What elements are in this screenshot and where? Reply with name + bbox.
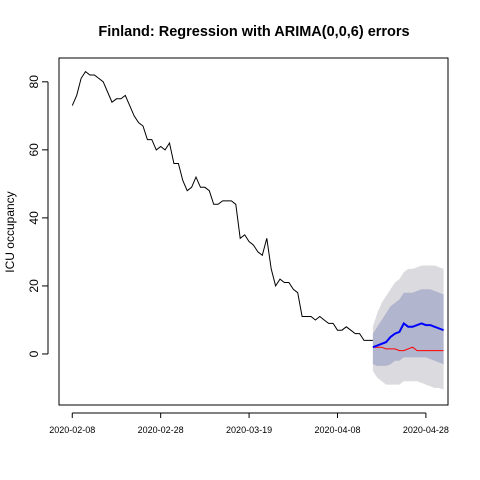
y-tick-label: 80	[27, 75, 41, 89]
y-tick-label: 0	[27, 350, 41, 357]
x-axis: 2020-02-08 2020-02-28 2020-03-19 2020-04-08…	[49, 412, 449, 435]
x-tick-label: 2020-02-28	[138, 425, 184, 435]
x-tick-label: 2020-03-19	[226, 425, 272, 435]
plot-area	[58, 57, 449, 406]
y-axis: 0 20 40 60 80	[27, 75, 49, 357]
x-tick-label: 2020-02-08	[49, 425, 95, 435]
x-tick-label: 2020-04-28	[403, 425, 449, 435]
x-tick-label: 2020-04-08	[314, 425, 360, 435]
reference-line	[372, 346, 444, 352]
forecast-mean-line	[372, 321, 444, 349]
y-tick-label: 60	[27, 143, 41, 157]
y-axis-label: ICU occupancy	[3, 191, 17, 272]
y-tick-label: 40	[27, 211, 41, 225]
series-lines	[71, 70, 444, 352]
observed-line	[71, 70, 373, 341]
chart-title: Finland: Regression with ARIMA(0,0,6) er…	[98, 24, 409, 40]
plot-frame	[58, 57, 449, 406]
y-tick-label: 20	[27, 279, 41, 293]
